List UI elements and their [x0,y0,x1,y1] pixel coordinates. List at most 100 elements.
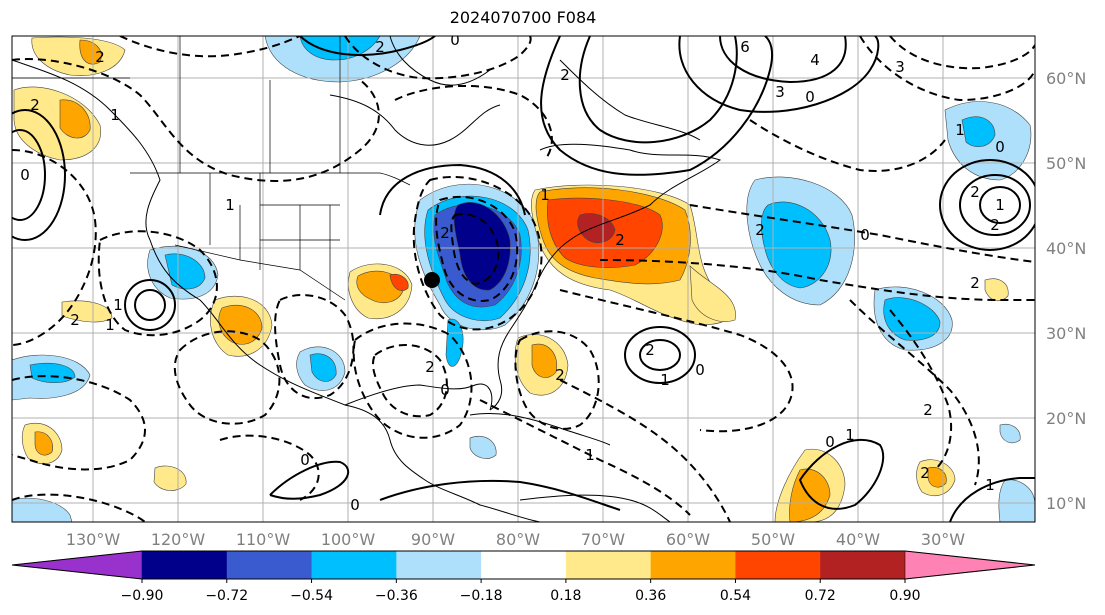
dashed-contour [344,36,532,80]
positive-anomaly-region [61,300,113,323]
solid-contour [299,36,436,57]
positive-anomaly-region [218,304,263,345]
map-title: 2024070700 F084 [449,8,597,27]
latitude-label: 30°N [1046,324,1086,343]
longitude-label: 50°W [751,530,795,549]
colorbar-tick-label: −0.90 [121,588,164,604]
political-borders [12,36,411,301]
solid-contour [134,289,166,321]
colorbar-tick-labels: −0.90 −0.72 −0.54 −0.36 −0.18 0.18 0.36 0.54 0.7… [121,579,921,604]
dashed-contour [352,322,473,439]
contour-value-label: 6 [740,38,750,56]
dashed-contour [12,58,380,182]
contour-value-label: 2 [95,48,105,66]
solid-contour [269,460,350,500]
contour-value-label: 1 [985,476,995,494]
contour-value-label: 1 [845,426,855,444]
contour-value-label: 1 [955,121,965,139]
contour-value-label: 3 [775,83,785,101]
dashed-contour [119,36,301,58]
colorbar-swatch [820,551,906,579]
dashed-contour [559,289,794,433]
longitude-label: 70°W [581,530,625,549]
dashed-contour [749,119,946,172]
dashed-contour [859,36,1035,102]
solid-contour [12,109,66,241]
shading-layer [12,36,1035,522]
longitude-label: 110°W [236,530,291,549]
contour-value-label: 2 [645,341,655,359]
negative-anomaly-region [999,423,1021,444]
longitude-labels: 130°W 120°W 110°W 100°W 90°W 80°W 70°W 60°W 50°W… [66,530,965,549]
contour-value-label: 1 [995,196,1005,214]
dashed-contour [514,330,600,430]
dashed-contour [889,36,1035,70]
latitude-labels: 60°N 50°N 40°N 30°N 20°N 10°N [1046,69,1086,513]
contour-value-label: 0 [450,31,460,49]
positive-anomaly-region [79,39,102,65]
positive-anomaly-region [34,431,53,456]
dashed-contour [372,343,448,418]
negative-anomaly-region [961,116,996,148]
hudson-bay [389,36,491,86]
dashed-contour [219,434,320,501]
solid-contour [719,36,847,84]
latitude-label: 40°N [1046,239,1086,258]
dashed-contour [435,195,519,302]
solid-contour [124,279,176,331]
colorbar-swatch [565,551,652,579]
solid-contour [949,477,1035,522]
latitude-label: 50°N [1046,154,1086,173]
latitude-label: 10°N [1046,494,1086,513]
contour-value-label: 1 [105,316,115,334]
contour-value-label: 2 [923,401,933,419]
colorbar-swatch [311,551,397,579]
us-canada-border [130,172,411,186]
dashed-contour [450,213,500,286]
colorbar-tick-label: −0.18 [460,588,503,604]
dashed-contour [173,330,281,425]
contour-value-label: 0 [695,361,705,379]
colorbar-swatch [481,551,567,579]
contour-value-label: 2 [755,221,765,239]
longitude-label: 100°W [321,530,376,549]
dashed-contour [479,399,691,516]
map-frame [11,35,1036,523]
dashed-contour [889,309,953,471]
contour-value-label: 2 [440,224,450,242]
colorbar-tick-label: −0.54 [290,588,333,604]
contour-value-label: 2 [990,216,1000,234]
solid-contour [959,174,1031,236]
contour-value-label: 0 [825,433,835,451]
negative-anomaly-region [469,435,497,459]
contour-value-label: 1 [113,296,123,314]
colorbar-swatch [735,551,821,579]
colorbar-swatch [396,551,482,579]
solid-contour [624,326,696,384]
colorbar-tick-label: 0.72 [805,588,836,604]
contour-value-label: 2 [560,66,570,84]
colorbar-tick-label: −0.72 [205,588,248,604]
positive-anomaly-region [31,36,126,76]
solid-contour [798,439,885,510]
negative-anomaly-region [164,253,206,290]
gridlines [12,36,1035,522]
longitude-label: 80°W [496,530,540,549]
contour-value-label: 1 [585,446,595,464]
negative-anomaly-region [883,297,941,341]
positive-anomaly-region [389,273,409,291]
cuba-coast [469,412,611,446]
solid-contour [678,36,880,113]
contour-value-label: 2 [970,274,980,292]
colorbar-tick-label: 0.54 [720,588,751,604]
colorbar-max-extension [904,550,1036,580]
positive-anomaly-region [927,467,947,488]
north-america-east-coast [489,143,722,411]
contour-value-label: 1 [540,186,550,204]
negative-anomaly-region [309,353,337,382]
contour-value-label: 1 [110,106,120,124]
solid-contour [939,159,1035,251]
storm-center-marker [424,272,440,288]
